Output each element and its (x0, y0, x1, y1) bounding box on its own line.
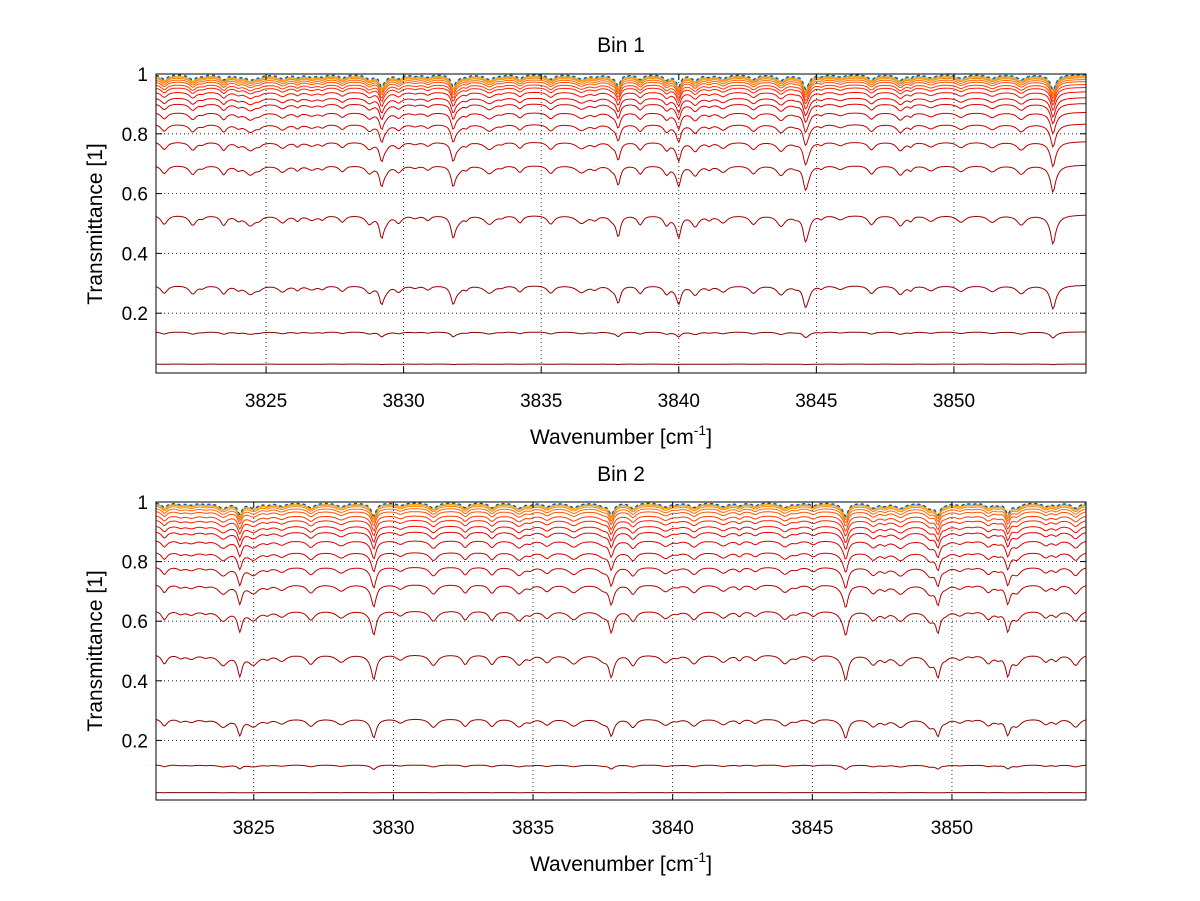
y-axis-label: Transmittance [1] (84, 143, 107, 304)
series-line-6 (155, 141, 1086, 168)
series-line-17 (155, 504, 1087, 519)
y-tick-label: 0.2 (122, 731, 148, 752)
plot-area-frame (155, 73, 1087, 374)
y-tick-label: 1 (137, 65, 148, 86)
series-line-11 (155, 525, 1087, 544)
series-line-2 (156, 764, 1087, 770)
series-group (155, 74, 1087, 366)
series-line-12 (155, 87, 1086, 107)
x-tick-label: 3830 (372, 818, 414, 839)
series-line-3 (155, 718, 1087, 739)
series-line-5 (155, 611, 1087, 636)
x-tick-label: 3835 (512, 818, 554, 839)
series-line-15 (155, 508, 1087, 524)
x-axis-label: Wavenumber [cm-1] (530, 849, 712, 876)
series-line-10 (155, 531, 1087, 550)
x-tick-label: 3850 (933, 391, 975, 412)
series-line-16 (155, 505, 1087, 521)
series-line-1 (156, 363, 1086, 366)
y-tick-label: 0.6 (122, 185, 148, 206)
series-line-15 (155, 79, 1086, 97)
series-line-20 (155, 74, 1086, 92)
series-line-5 (155, 164, 1087, 194)
panel-bin-2: Bin 2 3825 3830 3835 3840 3845 3850 0.2 0.4 0.6 0… (84, 463, 1087, 876)
ticks: 3825 3830 3835 3840 3845 3850 0.2 0.4 0.6 0.8 1 (122, 493, 1086, 839)
series-line-14 (155, 511, 1087, 527)
series-line-6 (155, 584, 1087, 608)
y-tick-label: 0.4 (122, 244, 149, 265)
series-line-20 (155, 502, 1087, 517)
series-line-12 (155, 520, 1087, 537)
series-line-7 (155, 123, 1087, 149)
chart-title: Bin 1 (597, 34, 645, 57)
chart-title: Bin 2 (597, 463, 645, 486)
x-tick-label: 3840 (652, 818, 694, 839)
y-axis-label: Transmittance [1] (84, 570, 107, 731)
series-line-16 (155, 77, 1086, 95)
series-line-7 (155, 567, 1087, 589)
series-line-8 (155, 112, 1086, 135)
ticks: 3825 3830 3835 3840 3845 3850 0.2 0.4 0.6 0.8 1 (122, 65, 1086, 412)
y-tick-label: 0.8 (122, 553, 148, 574)
series-line-3 (155, 285, 1086, 311)
x-tick-label: 3835 (520, 391, 562, 412)
x-tick-label: 3825 (233, 818, 275, 839)
series-line-9 (155, 103, 1086, 125)
series-line-13 (155, 84, 1086, 103)
y-tick-label: 0.8 (122, 125, 148, 146)
series-line-13 (155, 515, 1087, 532)
y-tick-label: 0.4 (122, 672, 149, 693)
x-tick-label: 3840 (658, 391, 700, 412)
panel-bin-1: Bin 1 3825 3830 3835 3840 3845 3850 0.2 0.4 0.6 0… (84, 34, 1087, 449)
grid (156, 502, 1086, 800)
x-axis-label: Wavenumber [cm-1] (530, 422, 712, 449)
plot-area-frame (155, 501, 1087, 801)
y-tick-label: 0.6 (122, 612, 148, 633)
series-line-10 (155, 97, 1086, 118)
x-tick-label: 3850 (931, 818, 973, 839)
y-tick-label: 1 (137, 493, 148, 514)
series-line-4 (155, 214, 1087, 246)
series-line-8 (155, 552, 1087, 573)
series-line-2 (155, 331, 1086, 339)
x-tick-label: 3845 (791, 818, 833, 839)
x-tick-label: 3825 (245, 391, 287, 412)
x-tick-label: 3845 (795, 391, 837, 412)
y-tick-label: 0.2 (122, 304, 148, 325)
series-line-9 (155, 540, 1087, 560)
series-line-4 (155, 655, 1087, 681)
series-line-14 (155, 81, 1087, 100)
x-tick-label: 3830 (382, 391, 424, 412)
series-group (155, 502, 1087, 794)
series-line-11 (155, 91, 1086, 112)
